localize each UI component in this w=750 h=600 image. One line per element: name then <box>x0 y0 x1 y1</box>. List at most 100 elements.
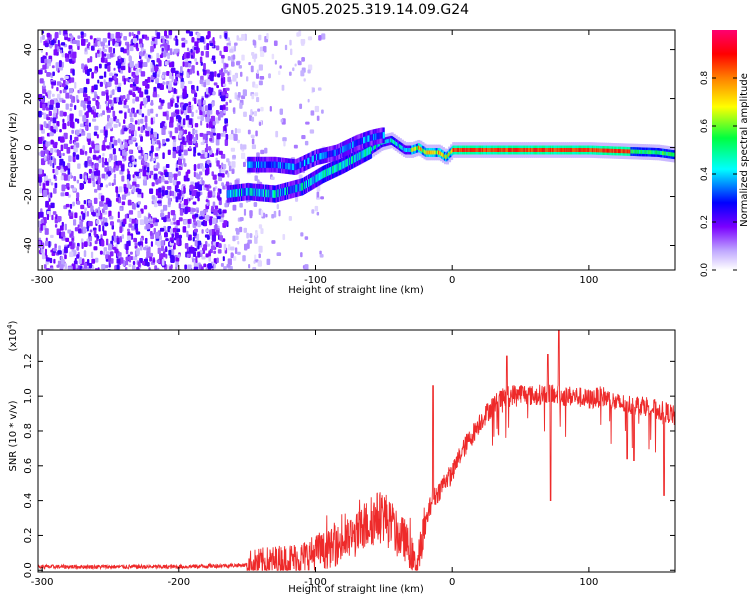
snr-x-label: Height of straight line (km) <box>288 584 424 595</box>
heatmap-cell <box>654 150 657 155</box>
heatmap-cell <box>307 69 311 74</box>
heatmap-cell <box>140 245 143 251</box>
heatmap-cell <box>106 166 110 170</box>
heatmap-cell <box>326 168 328 177</box>
heatmap-cell <box>309 129 315 134</box>
heatmap-cell <box>544 148 547 152</box>
heatmap-cell <box>88 168 92 174</box>
heatmap-cell <box>463 148 466 152</box>
heatmap-cell <box>139 61 143 68</box>
heatmap-cell <box>181 42 186 48</box>
heatmap-cell <box>269 105 272 112</box>
heatmap-cell <box>55 114 58 119</box>
heatmap-cell <box>440 151 442 156</box>
heatmap-cell <box>301 183 304 191</box>
heatmap-cell <box>153 173 158 180</box>
heatmap-cell <box>567 148 570 152</box>
heatmap-cell <box>269 161 272 168</box>
heatmap-cell <box>171 190 174 197</box>
heatmap-cell <box>356 153 359 162</box>
heatmap-cell <box>92 154 97 160</box>
heatmap-cell <box>246 242 250 249</box>
heatmap-cell <box>154 203 158 208</box>
heatmap-cell <box>44 228 49 235</box>
heatmap-cell <box>302 182 305 191</box>
heatmap-cell <box>546 148 549 152</box>
heatmap-cell <box>117 160 122 166</box>
heatmap-cell <box>202 166 205 172</box>
heatmap-cell <box>132 185 136 193</box>
heatmap-cell <box>203 244 208 251</box>
heatmap-cell <box>225 134 229 140</box>
heatmap-cell <box>353 141 356 148</box>
heatmap-cell <box>99 201 104 207</box>
heatmap-cell <box>241 152 246 160</box>
heatmap-cell <box>197 116 202 120</box>
heatmap-cell <box>447 152 450 157</box>
heatmap-cell <box>262 45 267 53</box>
heatmap-cell <box>382 132 385 139</box>
heatmap-cell <box>76 254 80 259</box>
heatmap-cell <box>219 105 224 111</box>
heatmap-cell <box>143 161 147 166</box>
heatmap-cell <box>115 32 121 39</box>
heatmap-cell <box>96 235 100 239</box>
heatmap-cell <box>248 161 251 168</box>
heatmap-cell <box>150 117 153 125</box>
heatmap-cell <box>144 53 148 59</box>
heatmap-cell <box>391 138 394 143</box>
heatmap-cell <box>529 148 531 152</box>
heatmap-cell <box>285 162 288 170</box>
heatmap-cell <box>86 78 90 85</box>
heatmap-cell <box>164 61 168 66</box>
heatmap-cell <box>126 179 130 183</box>
heatmap-cell <box>188 247 192 253</box>
heatmap-cell <box>313 175 316 184</box>
heatmap-cell <box>270 176 275 180</box>
heatmap-cell <box>542 148 545 152</box>
heatmap-cell <box>93 246 98 251</box>
heatmap-cell <box>116 258 121 264</box>
heatmap-cell <box>630 149 633 154</box>
heatmap-cell <box>150 99 154 106</box>
heatmap-cell <box>109 215 114 220</box>
heatmap-cell <box>74 81 77 89</box>
heatmap-cell <box>150 134 155 139</box>
heatmap-cell <box>92 212 96 217</box>
heatmap-cell <box>205 69 210 74</box>
heatmap-cell <box>460 148 462 152</box>
heatmap-cell <box>197 242 200 250</box>
heatmap-cell <box>69 59 73 64</box>
heatmap-cell <box>509 148 512 152</box>
heatmap-cell <box>341 146 344 154</box>
heatmap-cell <box>218 199 222 206</box>
heatmap-cell <box>298 174 303 179</box>
heatmap-cell <box>205 199 209 203</box>
heatmap-cell <box>225 93 229 97</box>
heatmap-cell <box>78 228 82 234</box>
heatmap-cell <box>76 154 80 160</box>
heatmap-cell <box>248 264 251 269</box>
heatmap-cell <box>249 233 253 239</box>
heatmap-cell <box>101 144 106 151</box>
heatmap-cell <box>242 89 247 97</box>
heatmap-cell <box>101 91 106 96</box>
heatmap-cell <box>164 232 168 238</box>
x-tick-label: -200 <box>167 275 190 286</box>
heatmap-cell <box>249 114 253 122</box>
heatmap-cell <box>147 166 150 173</box>
heatmap-cell <box>548 148 550 152</box>
heatmap-cell <box>340 161 343 170</box>
heatmap-cell <box>137 201 141 205</box>
heatmap-cell <box>98 224 101 232</box>
heatmap-cell <box>238 37 243 41</box>
heatmap-cell <box>300 70 305 77</box>
heatmap-cell <box>46 32 51 38</box>
heatmap-cell <box>183 89 187 97</box>
heatmap-cell <box>627 149 630 154</box>
heatmap-cell <box>183 103 189 107</box>
heatmap-cell <box>45 52 48 56</box>
heatmap-cell <box>263 189 265 197</box>
snr-frame <box>37 329 676 573</box>
heatmap-cell <box>137 119 140 126</box>
